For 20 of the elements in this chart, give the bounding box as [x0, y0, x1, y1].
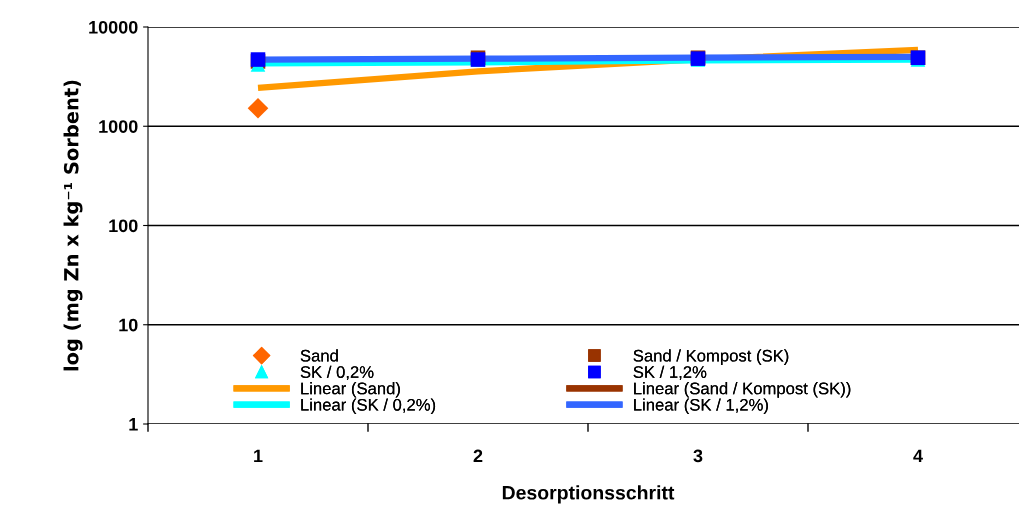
y-tick-label: 1 [129, 418, 138, 431]
legend-label: Linear (Sand) [301, 382, 400, 398]
legend-label: Sand / Kompost (SK) [633, 349, 789, 365]
y-tick-label: 1000 [99, 120, 138, 133]
legend-label: SK / 1,2% [633, 365, 707, 380]
x-tick-label: 3 [693, 449, 703, 463]
y-tick-label: 100 [109, 219, 138, 233]
y-tick-label: 10000 [89, 20, 138, 34]
y-tick-label: 10 [119, 318, 138, 332]
legend-label: Sand [300, 349, 338, 362]
x-tick-label: 2 [473, 449, 483, 463]
legend-label: Linear (SK / 1,2%) [634, 398, 768, 414]
legend-label: Linear (SK / 0,2%) [301, 398, 436, 414]
x-tick-label: 4 [913, 449, 923, 463]
legend-label: Linear (Sand / Kompost (SK)) [634, 382, 851, 398]
y-axis-title: log (mg Zn x kg⁻¹ Sorbent) [63, 80, 83, 371]
point [247, 97, 269, 119]
x-axis-title: Desorptionsschritt [502, 485, 675, 504]
x-tick-label: 1 [254, 449, 263, 463]
legend-label: SK / 0,2% [300, 365, 374, 380]
